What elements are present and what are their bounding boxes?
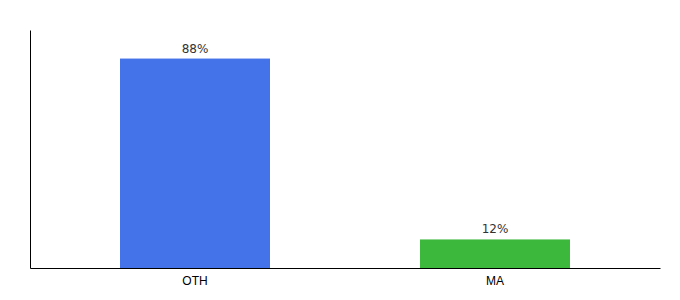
bars xyxy=(120,59,570,268)
x-axis-line xyxy=(31,268,661,269)
plot: OTH MA 88% 12% xyxy=(31,31,661,288)
bar xyxy=(120,59,270,268)
data-labels: 88% 12% xyxy=(182,42,509,237)
y-axis xyxy=(30,31,31,269)
x-axis: OTH MA xyxy=(31,268,661,288)
y-axis-line xyxy=(30,31,31,269)
x-tick: OTH xyxy=(182,268,207,288)
x-tick-label: MA xyxy=(486,274,504,288)
bar xyxy=(420,239,570,268)
x-tick-label: OTH xyxy=(182,274,207,288)
chart: OTH MA 88% 12% xyxy=(0,0,680,300)
data-label: 88% xyxy=(182,42,209,56)
data-label: 12% xyxy=(482,222,509,236)
x-tick: MA xyxy=(486,268,504,288)
